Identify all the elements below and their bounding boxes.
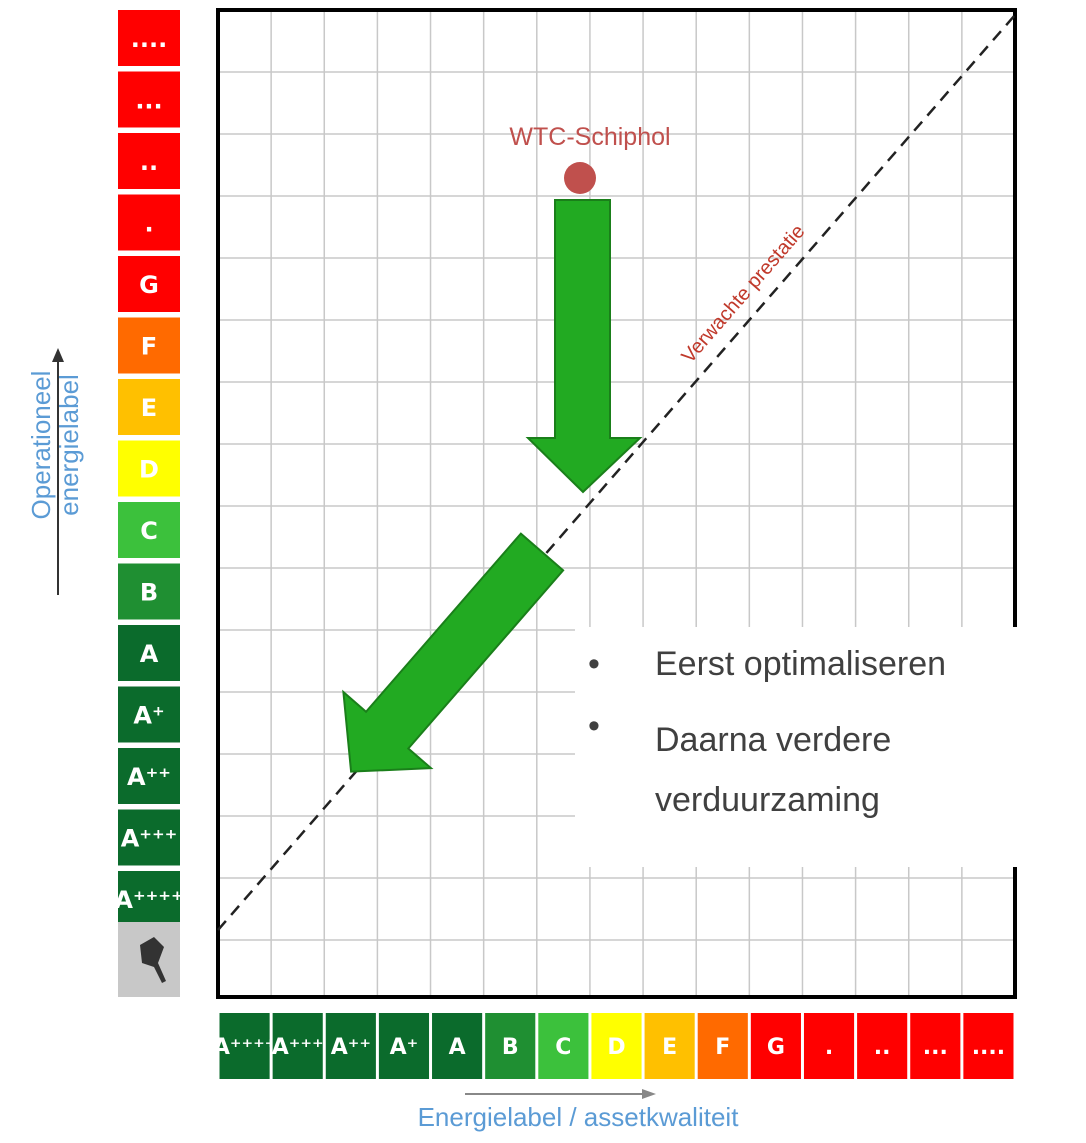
- label-text: A⁺⁺: [127, 763, 171, 791]
- label-box: [963, 1013, 1014, 1079]
- label-text: A⁺: [390, 1035, 419, 1060]
- label-text: G: [139, 271, 159, 299]
- label-box: [118, 317, 180, 374]
- label-text: F: [141, 333, 157, 361]
- label-box: [591, 1013, 642, 1079]
- label-text: A: [140, 640, 159, 668]
- label-box: [644, 1013, 695, 1079]
- label-text: ...: [135, 87, 162, 115]
- label-text: G: [767, 1035, 785, 1060]
- label-text: B: [502, 1035, 519, 1060]
- label-text: .: [825, 1035, 833, 1060]
- label-box: [432, 1013, 483, 1079]
- text-box: [575, 627, 1086, 867]
- bullet-text: Daarna verdere verduurzaming: [655, 721, 892, 819]
- label-box: [750, 1013, 801, 1079]
- expected-line: [217, 14, 1016, 931]
- label-box: [118, 502, 180, 558]
- x-arrow-head: [642, 1089, 656, 1099]
- label-text: A⁺: [133, 702, 164, 730]
- label-text: ..: [140, 148, 158, 176]
- label-text: A⁺⁺⁺: [272, 1035, 324, 1060]
- x-labels: A⁺⁺⁺⁺A⁺⁺⁺ A⁺⁺ A⁺ A B C D E F G..........: [213, 1013, 1014, 1079]
- label-box: [118, 379, 180, 435]
- label-box: [118, 625, 180, 681]
- label-box: [272, 1013, 323, 1079]
- label-box: [485, 1013, 536, 1079]
- label-text: A⁺⁺: [331, 1035, 371, 1060]
- label-text: D: [139, 456, 159, 484]
- y-title: Operationeel: [26, 371, 56, 520]
- label-text: A⁺⁺⁺⁺: [213, 1035, 276, 1060]
- plug-shape: [140, 937, 166, 983]
- line-label: Verwachte prestatie: [678, 221, 810, 368]
- label-text: ..: [874, 1035, 891, 1060]
- bullet: •: [588, 645, 600, 683]
- y-labels: .......... G F E D C B A A⁺ A⁺⁺ A⁺⁺⁺ A⁺⁺⁺⁺: [114, 10, 184, 927]
- label-box: [118, 563, 180, 620]
- arrow-shape: [342, 532, 565, 773]
- label-text: .: [144, 210, 153, 238]
- label-box: [910, 1013, 961, 1079]
- label-box: [118, 256, 180, 312]
- label-box: [118, 871, 180, 927]
- label-text: F: [715, 1035, 730, 1060]
- label-box: [118, 748, 180, 804]
- x-title: Energielabel / assetkwaliteit: [418, 1102, 740, 1132]
- label-text: A⁺⁺⁺⁺: [114, 886, 183, 914]
- label-text: D: [607, 1035, 625, 1060]
- label-box: [118, 440, 180, 497]
- label-text: C: [140, 517, 158, 545]
- label-text: A⁺⁺⁺: [121, 825, 178, 853]
- y-arrow-head: [52, 348, 64, 362]
- label-box: [219, 1013, 270, 1079]
- label-text: A: [449, 1035, 466, 1060]
- bullet: •: [588, 707, 600, 745]
- label-box: [118, 686, 180, 743]
- label-box: [118, 133, 180, 189]
- label-box: [378, 1013, 430, 1079]
- point-label: WTC-Schiphol: [509, 123, 670, 151]
- label-box: [697, 1013, 748, 1079]
- arrow-diagonal: [342, 532, 565, 773]
- label-box: [857, 1013, 908, 1079]
- frame: [216, 8, 1017, 999]
- label-box: [118, 71, 180, 128]
- bullet-wrap: Daarna verdere verduurzaming: [655, 721, 892, 819]
- label-text: ....: [131, 25, 167, 53]
- label-box: [118, 194, 180, 251]
- label-box: [325, 1013, 376, 1079]
- label-box: [538, 1013, 589, 1079]
- label-text: E: [662, 1035, 677, 1060]
- label-text: E: [141, 394, 157, 422]
- label-text: C: [555, 1035, 571, 1060]
- bullet-text: Eerst optimaliseren: [655, 645, 946, 683]
- point: [564, 162, 596, 194]
- label-text: B: [140, 579, 158, 607]
- label-text: ....: [972, 1035, 1005, 1060]
- label-box: [118, 809, 180, 866]
- label-box: [803, 1013, 855, 1079]
- label-text: ...: [923, 1035, 948, 1060]
- label-box: [118, 10, 180, 66]
- arrow-down: [525, 199, 643, 494]
